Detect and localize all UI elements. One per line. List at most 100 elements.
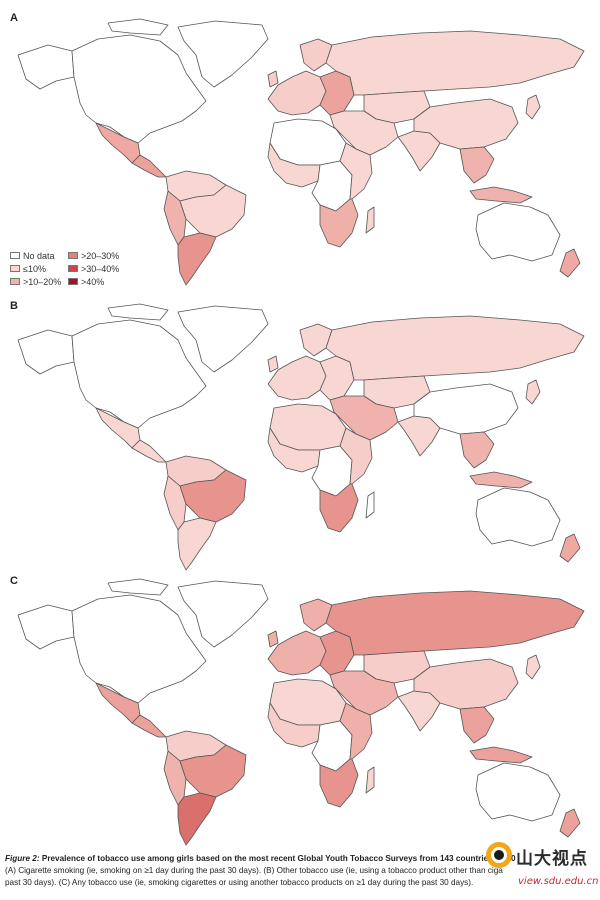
region-europe-east [319,70,355,116]
region-uk [267,630,279,648]
region-china [413,98,519,150]
region-middle-east [329,395,399,441]
region-brazil [179,469,247,523]
region-new-zealand [559,248,581,278]
region-arctic-islands [107,303,169,321]
legend-item: >40% [68,277,126,287]
region-china [413,658,519,710]
region-australia [475,487,561,547]
region-madagascar [365,491,375,519]
region-arctic-islands [107,578,169,596]
legend-swatch [10,265,20,272]
legend-row: >10–20% >40% [10,275,126,288]
region-east-africa [339,702,373,760]
region-australia [475,762,561,822]
region-north-america [71,34,207,144]
caption-line-3: past 30 days). (C) Any tobacco use (ie, … [5,878,474,887]
region-brazil [179,184,247,238]
region-arctic-islands [107,18,169,36]
region-se-asia [459,146,495,184]
panel-letter: A [10,12,18,24]
legend-swatch [68,252,78,259]
region-uk [267,70,279,88]
region-scandinavia [299,598,333,632]
legend-label: >30–40% [81,263,120,274]
legend-row: No data >20–30% [10,249,126,262]
caption-line-2: (A) Cigarette smoking (ie, smoking on ≥1… [5,866,503,875]
legend-label: >10–20% [23,276,62,287]
region-central-america [131,154,167,178]
region-china [413,383,519,435]
region-north-america [71,594,207,704]
region-southern-africa [319,758,359,808]
region-australia [475,202,561,262]
region-russia [325,590,585,656]
region-russia [325,315,585,381]
region-southern-africa [319,198,359,248]
region-japan [525,654,541,680]
map-panel-b: B [0,300,600,575]
region-alaska [17,44,75,90]
legend-swatch [10,278,20,285]
region-new-zealand [559,808,581,838]
legend-swatch [68,278,78,285]
region-alaska [17,604,75,650]
region-southern-cone [177,517,217,571]
world-map [0,575,600,850]
legend-label: ≤10% [23,263,46,274]
region-japan [525,94,541,120]
map-panel-a: A No data >20–30% ≤10% >30–40% [0,12,600,290]
region-central-america [131,439,167,463]
panel-letter: B [10,300,18,312]
legend-label: >20–30% [81,250,120,261]
caption-title-line: Figure 2: Prevalence of tobacco use amon… [5,853,595,865]
legend-swatch [10,252,20,259]
region-new-zealand [559,533,581,563]
region-greenland [177,20,269,88]
region-west-africa [267,142,321,188]
region-indonesia [469,471,533,489]
legend-label: No data [23,250,55,261]
region-madagascar [365,206,375,234]
region-scandinavia [299,323,333,357]
legend-item: >20–30% [68,251,126,261]
region-central-america [131,714,167,738]
region-west-africa [267,702,321,748]
watermark-brand: 山大视点 [516,849,588,869]
region-southern-africa [319,483,359,533]
region-southern-cone [177,232,217,286]
region-middle-east [329,110,399,156]
map-panel-c: C [0,575,600,850]
region-middle-east [329,670,399,716]
region-southern-cone [177,792,217,846]
legend: No data >20–30% ≤10% >30–40% >10–20% [10,249,126,288]
watermark-logo-icon [486,842,512,868]
region-alaska [17,329,75,375]
region-greenland [177,305,269,373]
region-east-africa [339,142,373,200]
region-greenland [177,580,269,648]
figure-label: Figure 2: [5,854,40,863]
figure-title: Prevalence of tobacco use among girls ba… [39,854,516,863]
figure-caption: Figure 2: Prevalence of tobacco use amon… [5,853,595,889]
legend-item: No data [10,251,68,261]
region-japan [525,379,541,405]
panel-letter: C [10,575,18,587]
region-se-asia [459,706,495,744]
watermark-url: view.sdu.edu.cn [518,876,599,887]
region-europe-east [319,355,355,401]
legend-item: >10–20% [10,277,68,287]
region-north-america [71,319,207,429]
region-brazil [179,744,247,798]
legend-item: ≤10% [10,264,68,274]
region-europe-east [319,630,355,676]
region-russia [325,30,585,96]
legend-item: >30–40% [68,264,126,274]
region-scandinavia [299,38,333,72]
region-indonesia [469,746,533,764]
region-west-africa [267,427,321,473]
legend-row: ≤10% >30–40% [10,262,126,275]
region-uk [267,355,279,373]
world-map [0,300,600,575]
region-east-africa [339,427,373,485]
